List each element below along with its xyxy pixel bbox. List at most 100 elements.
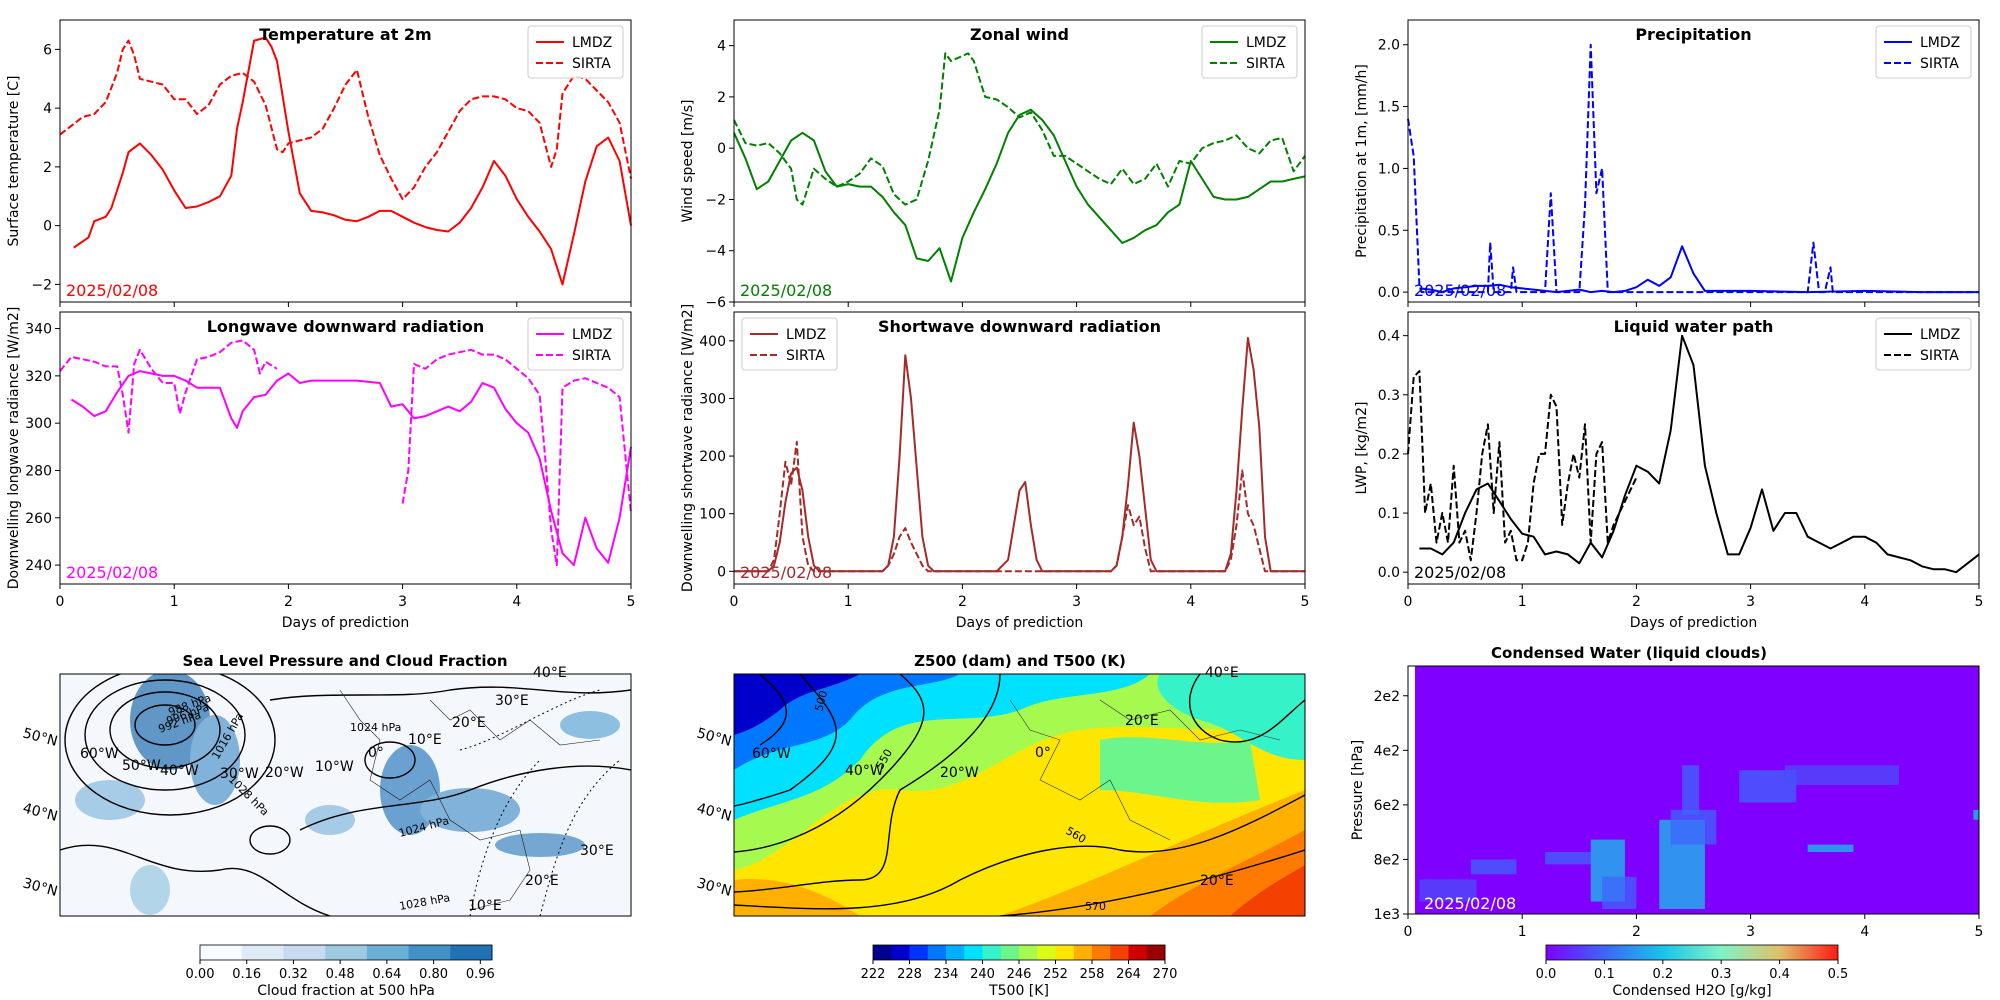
colorbar-cell xyxy=(1092,945,1111,960)
y-tick-label: 2e2 xyxy=(1374,689,1400,705)
z500-map-labels: 50°N 40°N 30°N 60°W 40°W 20°W 0° 20°E 40… xyxy=(695,665,1239,900)
x-tick-label: 3 xyxy=(1072,594,1081,610)
y-tick-label: 0.4 xyxy=(1378,329,1400,345)
date-stamp: 2025/02/08 xyxy=(1414,563,1506,582)
condensed-ylabel: Pressure [hPa] xyxy=(1350,740,1366,840)
legend: LMDZ SIRTA xyxy=(741,317,838,371)
series-line-lmdz xyxy=(70,370,632,567)
series-line-lmdz xyxy=(734,336,1305,573)
svg-text:50°N: 50°N xyxy=(695,725,733,750)
cloud-cell xyxy=(1545,852,1591,865)
colorbar-tick-label: 240 xyxy=(970,967,995,982)
colorbar-tick-label: 264 xyxy=(1116,967,1141,982)
legend-box xyxy=(527,317,624,371)
y-tick-label: 400 xyxy=(699,334,726,350)
cloud-cell xyxy=(1682,765,1700,815)
y-tick-label: 1.5 xyxy=(1378,100,1400,116)
svg-text:40°E: 40°E xyxy=(533,665,567,681)
y-tick-label: 0.2 xyxy=(1378,447,1400,463)
colorbar-tick-label: 0.0 xyxy=(1536,967,1557,982)
colorbar-cell xyxy=(283,945,326,960)
legend: LMDZ SIRTA xyxy=(1875,25,1972,79)
colorbar-cell xyxy=(325,945,368,960)
y-tick-label: −6 xyxy=(705,295,726,311)
colorbar-tick-label: 0.5 xyxy=(1828,967,1849,982)
graticule xyxy=(459,689,621,916)
svg-text:20°E: 20°E xyxy=(452,715,486,731)
legend-label-sirta: SIRTA xyxy=(1246,56,1285,72)
x-tick-label: 3 xyxy=(398,594,407,610)
colorbar-cell xyxy=(927,945,947,960)
z500-t500-map: Z500 (dam) and T500 (K) xyxy=(695,652,1306,999)
svg-text:30°N: 30°N xyxy=(695,875,733,900)
z500-map-title: Z500 (dam) and T500 (K) xyxy=(914,652,1126,670)
svg-text:40°W: 40°W xyxy=(160,763,199,779)
legend-label-lmdz: LMDZ xyxy=(786,327,826,343)
x-tick-label: 4 xyxy=(512,594,521,610)
plot-frame xyxy=(59,19,632,303)
colorbar-cell xyxy=(946,945,965,960)
svg-text:20°E: 20°E xyxy=(525,873,559,889)
y-tick-label: 280 xyxy=(25,463,52,479)
legend-label-lmdz: LMDZ xyxy=(1920,327,1960,343)
colorbar-cell xyxy=(1128,945,1148,960)
chart-title: Longwave downward radiation xyxy=(207,317,485,336)
legend-label-sirta: SIRTA xyxy=(786,348,825,364)
chart-title: Precipitation xyxy=(1635,25,1751,44)
svg-text:570: 570 xyxy=(1085,900,1106,913)
svg-text:40°W: 40°W xyxy=(845,763,884,779)
y-tick-label: −4 xyxy=(705,244,726,260)
colorbar-tick-label: 0.96 xyxy=(466,967,495,982)
legend-box xyxy=(1875,317,1972,371)
legend: LMDZ SIRTA xyxy=(527,317,624,371)
colorbar-tick-label: 0.00 xyxy=(186,967,215,982)
y-tick-label: 340 xyxy=(25,322,52,338)
colorbar-tick-label: 252 xyxy=(1043,967,1068,982)
series-line-lmdz xyxy=(73,36,632,286)
chart-panel-precip: 0.0 0.5 1.0 1.5 2.0 Precipitation Precipitatio… xyxy=(1354,19,1980,307)
series-line-sirta xyxy=(1407,370,1638,562)
slp-cloud-map: Sea Level Pressure and Cloud Fraction xyxy=(21,652,632,999)
x-tick-label: 4 xyxy=(1186,594,1195,610)
svg-text:30°E: 30°E xyxy=(495,693,529,709)
colorbar-cell xyxy=(873,945,892,960)
svg-text:20°E: 20°E xyxy=(1200,873,1234,889)
y-tick-label: 4 xyxy=(717,39,726,55)
y-tick-label: 0.5 xyxy=(1378,223,1400,239)
legend: LMDZ SIRTA xyxy=(527,25,624,79)
y-tick-label: 240 xyxy=(25,558,52,574)
y-tick-label: 260 xyxy=(25,511,52,527)
y-tick-label: 300 xyxy=(25,416,52,432)
series-line-lmdz xyxy=(1419,334,1980,574)
y-tick-label: 0 xyxy=(717,564,726,580)
colorbar-tick-label: 0.3 xyxy=(1711,967,1732,982)
x-axis-label: Days of prediction xyxy=(956,615,1084,631)
cloud-colorbar-label: Cloud fraction at 500 hPa xyxy=(257,983,435,999)
legend-box xyxy=(741,317,838,371)
land-outlines xyxy=(339,689,601,911)
plot-frame xyxy=(1407,19,1980,303)
x-tick-label: 2 xyxy=(958,594,967,610)
legend-label-sirta: SIRTA xyxy=(1920,348,1959,364)
svg-text:30°N: 30°N xyxy=(21,875,59,900)
plot-frame xyxy=(733,311,1306,585)
x-tick-label: 2 xyxy=(1632,594,1641,610)
svg-text:20°W: 20°W xyxy=(265,765,304,781)
svg-text:10°E: 10°E xyxy=(408,732,442,748)
colorbar-cell xyxy=(1073,945,1093,960)
series-line-sirta xyxy=(59,39,632,201)
date-stamp: 2025/02/08 xyxy=(740,281,832,300)
condensed-water-panel: Condensed Water (liquid clouds) 0 1 2 3 4 5 2e… xyxy=(1350,644,1983,999)
colorbar-cell xyxy=(241,945,284,960)
colorbar-cell xyxy=(982,945,1002,960)
y-tick-label: 300 xyxy=(699,391,726,407)
y-tick-label: 1.0 xyxy=(1378,161,1400,177)
plot-frame xyxy=(733,19,1306,303)
svg-text:60°W: 60°W xyxy=(752,746,791,762)
colorbar-tick-label: 0.2 xyxy=(1652,967,1673,982)
svg-text:60°W: 60°W xyxy=(80,746,119,762)
series-line-sirta xyxy=(733,52,1306,206)
colorbar-tick-label: 0.64 xyxy=(372,967,401,982)
cloud-fraction-colorbar: 0.00 0.16 0.32 0.48 0.64 0.80 0.96 Cloud fract… xyxy=(186,944,495,999)
y-axis-label: LWP, [kg/m2] xyxy=(1354,402,1370,495)
